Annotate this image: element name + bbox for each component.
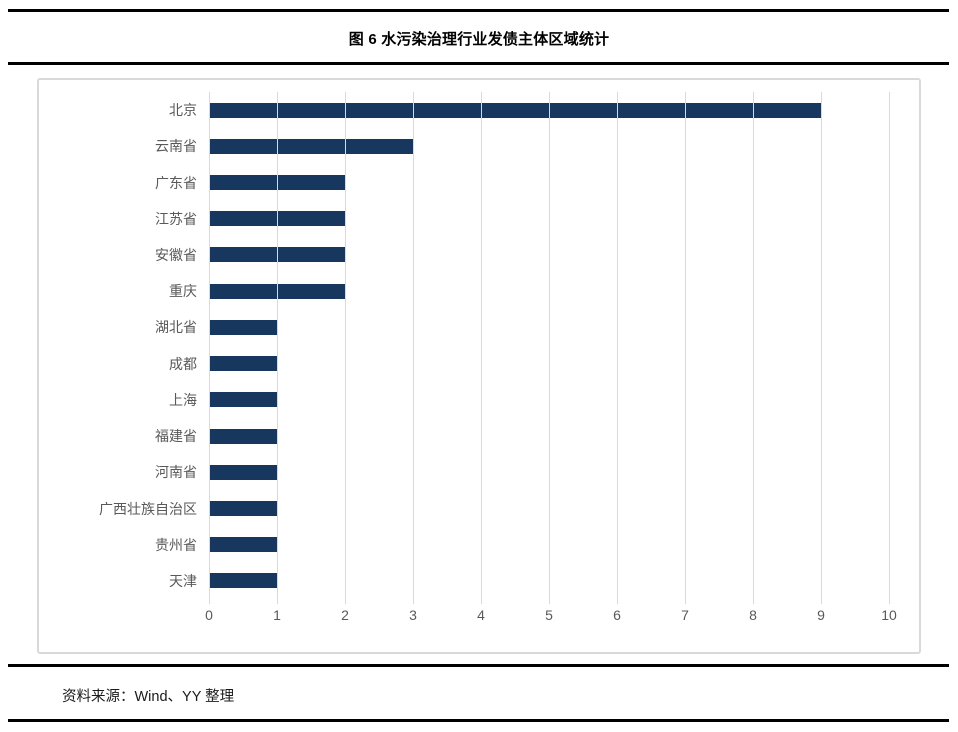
bar bbox=[209, 319, 277, 335]
axis-tick bbox=[821, 599, 822, 604]
category-label: 安徽省 bbox=[155, 246, 197, 263]
gridline bbox=[209, 92, 210, 599]
top-divider bbox=[8, 9, 949, 12]
axis-tick bbox=[277, 599, 278, 604]
bar bbox=[209, 573, 277, 589]
category-label: 上海 bbox=[169, 391, 197, 408]
x-tick-label: 7 bbox=[681, 607, 689, 623]
bar bbox=[209, 102, 821, 118]
bar-chart: 北京云南省广东省江苏省安徽省重庆湖北省成都上海福建省河南省广西壮族自治区贵州省天… bbox=[37, 78, 921, 654]
category-label: 成都 bbox=[169, 355, 197, 372]
gridline bbox=[821, 92, 822, 599]
category-label: 重庆 bbox=[169, 283, 197, 300]
gridline bbox=[889, 92, 890, 599]
bar bbox=[209, 138, 413, 154]
axis-tick bbox=[685, 599, 686, 604]
bar-row bbox=[209, 128, 889, 164]
bar-row bbox=[209, 382, 889, 418]
x-tick-label: 0 bbox=[205, 607, 213, 623]
bar bbox=[209, 428, 277, 444]
bar-row bbox=[209, 309, 889, 345]
bar bbox=[209, 537, 277, 553]
gridline bbox=[413, 92, 414, 599]
x-tick-label: 5 bbox=[545, 607, 553, 623]
category-label: 天津 bbox=[169, 572, 197, 589]
bar bbox=[209, 501, 277, 517]
bar-row bbox=[209, 346, 889, 382]
axis-tick bbox=[481, 599, 482, 604]
category-label: 广西壮族自治区 bbox=[99, 500, 197, 517]
bar-row bbox=[209, 563, 889, 599]
bar-row bbox=[209, 490, 889, 526]
gridline bbox=[345, 92, 346, 599]
bar bbox=[209, 464, 277, 480]
category-label: 湖北省 bbox=[155, 319, 197, 336]
gridline bbox=[277, 92, 278, 599]
x-tick-label: 1 bbox=[273, 607, 281, 623]
gridline bbox=[685, 92, 686, 599]
x-tick-label: 9 bbox=[817, 607, 825, 623]
x-tick-label: 3 bbox=[409, 607, 417, 623]
value-axis: 0 1 2 3 4 5 6 7 8 9 10 bbox=[205, 607, 897, 629]
x-tick-label: 2 bbox=[341, 607, 349, 623]
bottom-divider bbox=[8, 719, 949, 722]
x-tick-label: 4 bbox=[477, 607, 485, 623]
category-label: 北京 bbox=[169, 102, 197, 119]
plot-area bbox=[209, 92, 890, 604]
gridline bbox=[617, 92, 618, 599]
axis-tick bbox=[209, 599, 210, 604]
figure-title: 图 6 水污染治理行业发债主体区域统计 bbox=[348, 31, 610, 48]
category-label: 河南省 bbox=[155, 464, 197, 481]
category-axis: 北京云南省广东省江苏省安徽省重庆湖北省成都上海福建省河南省广西壮族自治区贵州省天… bbox=[39, 92, 197, 599]
axis-tick bbox=[753, 599, 754, 604]
axis-tick bbox=[345, 599, 346, 604]
category-label: 贵州省 bbox=[155, 536, 197, 553]
axis-tick bbox=[549, 599, 550, 604]
bar-row bbox=[209, 92, 889, 128]
bar bbox=[209, 392, 277, 408]
category-label: 福建省 bbox=[155, 428, 197, 445]
gridline bbox=[481, 92, 482, 599]
title-divider bbox=[8, 62, 949, 65]
bar-row bbox=[209, 418, 889, 454]
bar-row bbox=[209, 527, 889, 563]
bar bbox=[209, 356, 277, 372]
x-tick-label: 10 bbox=[881, 607, 897, 623]
axis-tick bbox=[413, 599, 414, 604]
axis-tick bbox=[617, 599, 618, 604]
category-label: 江苏省 bbox=[155, 210, 197, 227]
bar-row bbox=[209, 454, 889, 490]
x-tick-label: 8 bbox=[749, 607, 757, 623]
x-tick-label: 6 bbox=[613, 607, 621, 623]
gridline bbox=[549, 92, 550, 599]
source-note: 资料来源：Wind、YY 整理 bbox=[62, 689, 235, 705]
chart-bottom-divider bbox=[8, 664, 949, 667]
axis-tick bbox=[889, 599, 890, 604]
category-label: 广东省 bbox=[155, 174, 197, 191]
gridline bbox=[753, 92, 754, 599]
category-label: 云南省 bbox=[155, 138, 197, 155]
